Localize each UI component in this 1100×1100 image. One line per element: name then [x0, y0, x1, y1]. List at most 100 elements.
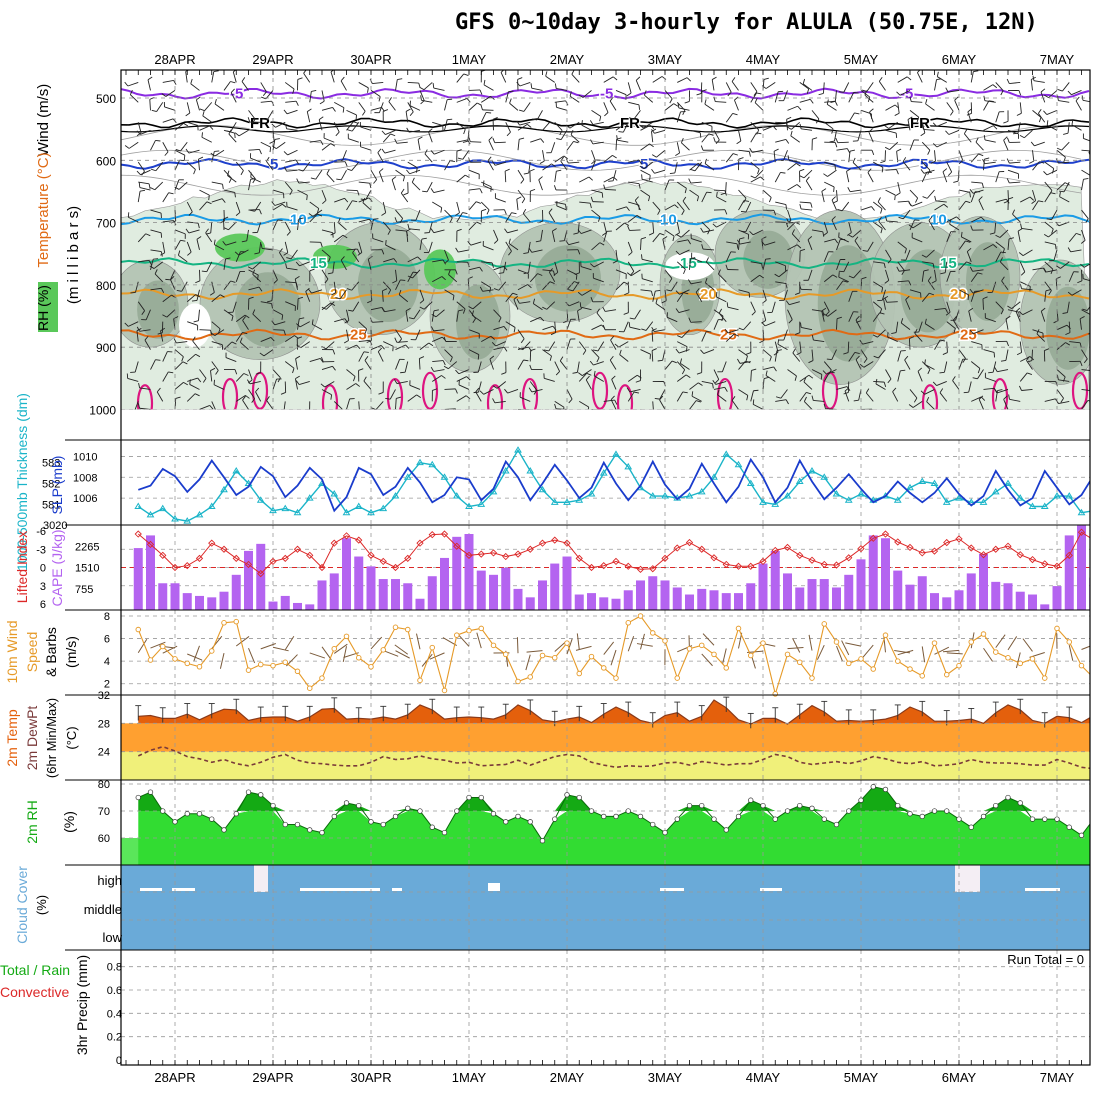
wind-barb-flag — [492, 137, 496, 143]
wind-barb — [130, 361, 139, 373]
wind-barb-shaft — [181, 281, 188, 292]
wind-barb-shaft — [918, 321, 923, 333]
rh2m-point — [368, 819, 374, 825]
wind-barb-shaft — [811, 309, 823, 312]
wind-barb-flag — [342, 107, 345, 113]
wind-barb-shaft — [488, 140, 494, 151]
wind-barb-flag — [498, 317, 502, 323]
wind-barb-flag — [1065, 332, 1071, 336]
wind10-speed-point — [478, 625, 485, 632]
wind-barb — [701, 244, 715, 251]
thickness-point — [550, 498, 559, 505]
wind-barb — [493, 281, 507, 291]
wind-barb-flag — [390, 133, 396, 137]
wind-barb-shaft — [911, 101, 923, 103]
wind-barb — [581, 120, 592, 131]
wind-barb — [385, 389, 396, 400]
wind-barb — [811, 229, 825, 237]
wind-barb-flag — [193, 169, 196, 175]
wind-barb-shaft — [1067, 301, 1070, 313]
wind-barb-flag — [270, 337, 275, 342]
wind-barb — [405, 307, 411, 322]
wind-barb — [196, 236, 202, 251]
wind-barb-flag — [391, 176, 397, 180]
wind-barb-flag — [214, 150, 220, 152]
wind10-speed-point — [895, 658, 901, 664]
wind-barb — [156, 387, 164, 402]
wind-barb — [984, 313, 996, 323]
wind-barb-shaft — [1059, 196, 1070, 203]
wind-barb-flag — [638, 183, 641, 189]
wind-barb — [978, 395, 984, 410]
wind-barb-shaft — [836, 239, 841, 251]
instability-contour — [591, 371, 609, 410]
wind-barb — [409, 100, 421, 111]
wind-barb-flag — [969, 192, 971, 198]
wind-barb-shaft — [703, 229, 715, 233]
wind-barb-flag — [749, 147, 753, 153]
wind-barb — [157, 321, 164, 335]
wind-barb-shaft — [1063, 181, 1070, 193]
wind-barb-shaft — [186, 102, 191, 114]
wind-barb-shaft — [556, 106, 568, 111]
wind-barb — [750, 161, 760, 175]
wind-barb-flag — [136, 130, 141, 135]
wind-barb-flag — [854, 236, 859, 242]
wind-barb — [284, 221, 291, 236]
wind-barb-shaft — [792, 352, 801, 362]
wind-barb-flag — [756, 129, 760, 135]
wind-barb-shaft — [1081, 389, 1090, 391]
wind-barb — [1043, 169, 1058, 176]
wind-barb — [529, 168, 535, 183]
wind-barb-flag — [342, 234, 348, 239]
wind-barb — [590, 297, 604, 303]
wind-barb-flag — [471, 310, 475, 316]
wind-barb — [971, 396, 986, 402]
wind-barb-flag — [303, 70, 307, 74]
wind10-speed-point — [380, 647, 387, 653]
wind-barb — [334, 318, 349, 323]
wind-barb-shaft — [579, 401, 589, 408]
wind-barb-flag — [1016, 352, 1022, 356]
wind-barb — [922, 261, 935, 269]
thickness-point — [367, 508, 375, 516]
wind-barb — [738, 157, 744, 171]
wind-barb-shaft — [433, 329, 445, 332]
wind-barb-flag — [796, 244, 802, 249]
wind-barb — [364, 356, 372, 370]
wind-barb-flag — [662, 236, 668, 240]
wind-barb-flag — [772, 125, 777, 131]
wind-barb-flag — [792, 348, 796, 354]
wind-barb — [932, 141, 947, 148]
wind-barb — [517, 359, 529, 370]
wind-barb-shaft — [468, 102, 478, 111]
wind-barb-flag — [281, 314, 284, 320]
wind-barb-shaft — [1062, 82, 1070, 92]
lifted-index-point — [1053, 562, 1061, 570]
wind-barb — [516, 120, 531, 126]
wind-barb — [1056, 182, 1070, 191]
wind-barb-shaft — [516, 199, 519, 211]
wind-barb-shaft — [556, 87, 568, 91]
wind-barb-flag — [585, 375, 590, 381]
wind10-speed-point — [294, 668, 301, 675]
wind-barb-flag — [655, 290, 661, 292]
wind-barb — [725, 264, 739, 271]
wind-barb-flag — [381, 148, 386, 154]
wind-barb-shaft — [678, 309, 690, 314]
wind-barb-flag — [883, 382, 887, 388]
wind-barb — [639, 121, 653, 129]
wind-barb-flag — [683, 292, 689, 295]
cape-bar — [415, 598, 425, 610]
wind10-speed-point — [245, 667, 252, 673]
wind-barb-flag — [1056, 374, 1059, 380]
wind-barb-flag — [252, 269, 256, 275]
wind-barb-shaft — [628, 181, 640, 185]
wind-barb-flag — [513, 327, 516, 333]
wind-barb — [367, 256, 373, 270]
wind10-speed-point — [858, 656, 864, 662]
wind-barb — [921, 292, 935, 303]
wind-barb-shaft — [570, 134, 580, 143]
wind-barb-flag — [980, 216, 986, 221]
wind-barb-shaft — [1019, 102, 1022, 114]
